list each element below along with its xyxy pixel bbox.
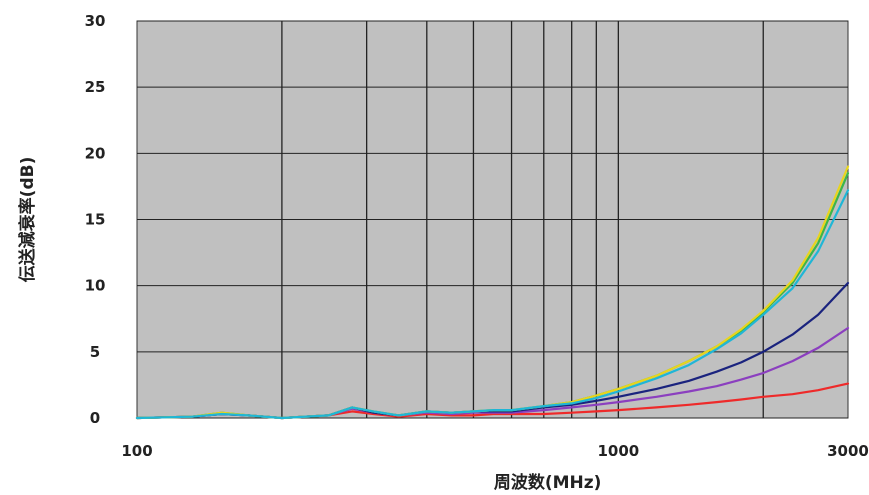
y-tick-label: 0 [90, 409, 100, 427]
x-tick-label: 1000 [597, 442, 639, 460]
x-axis-title: 周波数(MHz) [494, 472, 602, 493]
series-line-6 [135, 189, 850, 420]
y-tick-label: 30 [85, 12, 106, 30]
y-tick-label: 10 [85, 277, 106, 295]
gridlines [137, 20, 848, 419]
x-tick-label: 100 [121, 442, 152, 460]
x-tick-label: 3000 [827, 442, 869, 460]
y-tick-label: 20 [85, 144, 106, 162]
y-axis-title: 伝送減衰率(dB) [17, 157, 38, 283]
y-tick-labels: 0 5 10 15 20 25 30 [85, 12, 106, 427]
y-tick-label: 15 [85, 211, 106, 229]
series-layer [135, 165, 850, 420]
x-tick-labels: 100 1000 3000 [121, 442, 869, 460]
y-tick-label: 25 [85, 78, 106, 96]
y-tick-label: 5 [90, 343, 100, 361]
